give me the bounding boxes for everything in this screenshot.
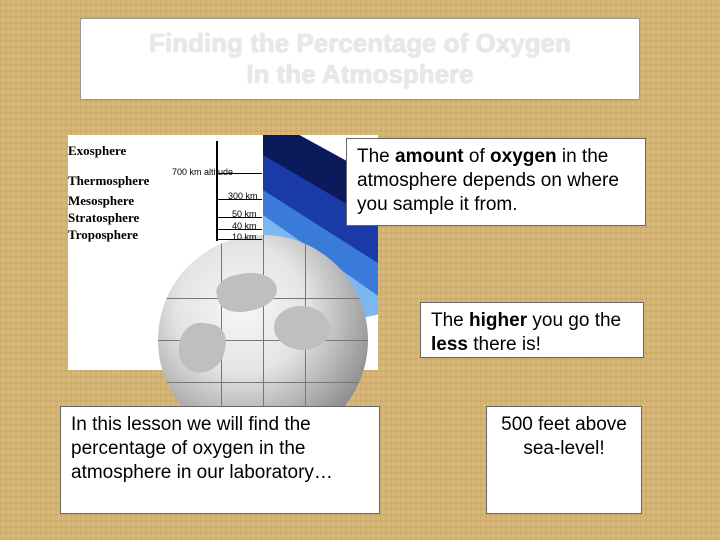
- layer-mesosphere: Mesosphere: [68, 193, 149, 209]
- textbox-lesson: In this lesson we will find the percenta…: [60, 406, 380, 514]
- altitude-label-0: 700 km altitude: [172, 167, 233, 177]
- layer-thermosphere: Thermosphere: [68, 173, 149, 189]
- title-box: Finding the Percentage of Oxygen In the …: [80, 18, 640, 100]
- textbox-amount: The amount of oxygen in the atmosphere d…: [346, 138, 646, 226]
- altitude-label-4: 10 km: [232, 232, 257, 242]
- atmosphere-diagram: 700 km altitude 300 km 50 km 40 km 10 km…: [68, 135, 378, 370]
- textbox-higher: The higher you go the less there is!: [420, 302, 644, 358]
- title-line-1: Finding the Percentage of Oxygen: [149, 28, 571, 58]
- layer-troposphere: Troposphere: [68, 227, 149, 243]
- textbox-elevation: 500 feet above sea-level!: [486, 406, 642, 514]
- layer-labels: Exosphere Thermosphere Mesosphere Strato…: [68, 141, 149, 245]
- altitude-axis: [216, 141, 218, 241]
- altitude-label-1: 300 km: [228, 191, 258, 201]
- altitude-label-3: 40 km: [232, 221, 257, 231]
- page-title: Finding the Percentage of Oxygen In the …: [149, 28, 571, 90]
- layer-exosphere: Exosphere: [68, 143, 149, 159]
- layer-stratosphere: Stratosphere: [68, 210, 149, 226]
- altitude-label-2: 50 km: [232, 209, 257, 219]
- title-line-2: In the Atmosphere: [246, 59, 473, 89]
